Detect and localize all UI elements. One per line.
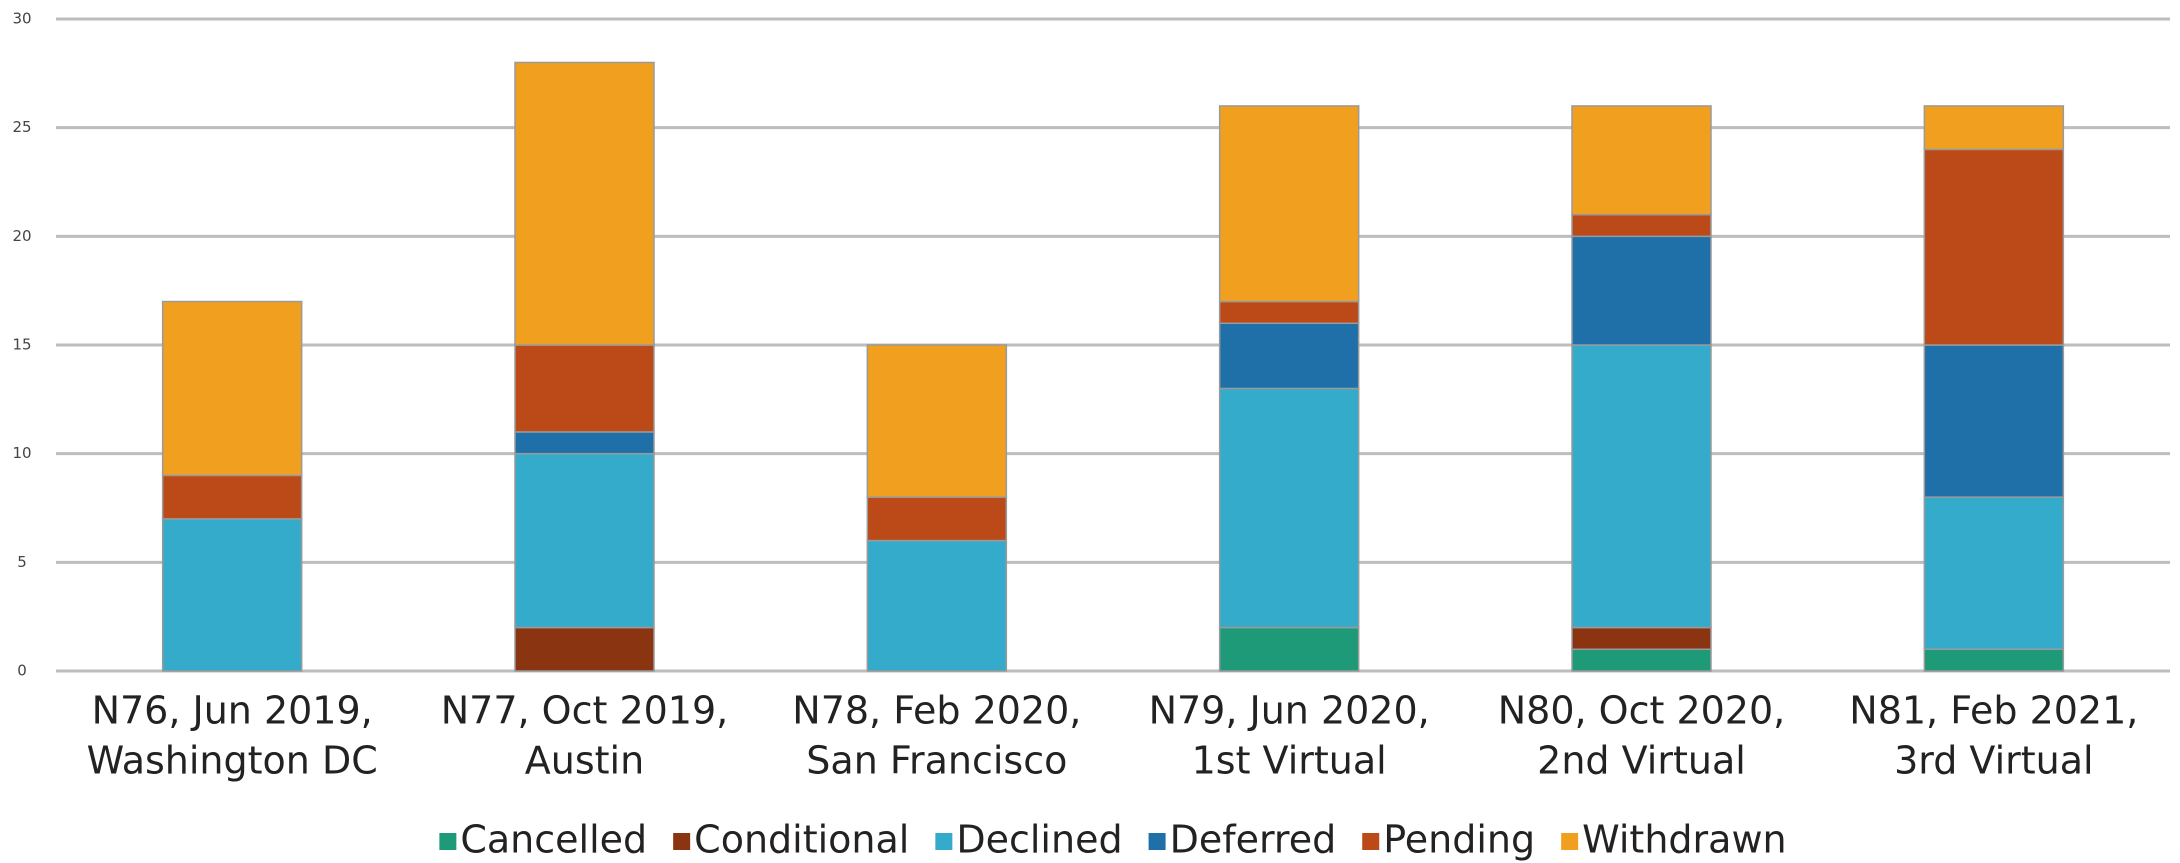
bar-segment	[514, 61, 655, 346]
bar-segment	[514, 344, 655, 433]
x-tick-label: N78, Feb 2020,	[792, 689, 1081, 733]
y-tick-label: 30	[12, 10, 31, 28]
x-tick-label: N80, Oct 2020,	[1498, 689, 1786, 733]
y-tick-label: 25	[12, 118, 31, 136]
legend-label: Conditional	[694, 818, 909, 862]
bar-segment	[1218, 626, 1360, 672]
bar-segment	[161, 474, 303, 520]
y-tick-label: 10	[12, 444, 31, 462]
legend-swatch	[439, 833, 457, 850]
bar-segment	[1923, 496, 2065, 651]
legend-label: Cancelled	[460, 818, 647, 862]
legend-label: Pending	[1383, 818, 1535, 862]
bar-segment	[866, 539, 1008, 672]
bar-segment	[1571, 626, 1712, 651]
y-tick-label: 0	[17, 662, 27, 680]
bar-segment	[1923, 648, 2065, 672]
bar-segment	[514, 452, 655, 629]
x-tick-label: San Francisco	[806, 739, 1067, 783]
legend-swatch	[1561, 833, 1579, 850]
bar-segment	[1571, 648, 1712, 672]
y-tick-label: 20	[12, 227, 31, 245]
bar-segment	[1218, 387, 1360, 629]
bar-segment	[1923, 344, 2065, 498]
x-tick-label: Washington DC	[87, 739, 378, 783]
legend-label: Declined	[956, 818, 1122, 862]
bar-segment	[1923, 105, 2065, 151]
legend-label: Deferred	[1170, 818, 1337, 862]
y-tick-label: 15	[12, 336, 31, 354]
bar-segment	[1923, 148, 2065, 346]
bar-segment	[514, 431, 655, 455]
bar-segment	[1218, 322, 1360, 390]
bar-segment	[866, 496, 1008, 542]
x-tick-label: N76, Jun 2019,	[92, 689, 373, 733]
legend-swatch	[1148, 833, 1166, 850]
y-tick-label: 5	[17, 553, 27, 571]
legend-swatch	[673, 833, 691, 850]
bar-segment	[1218, 105, 1360, 303]
legend-swatch	[1362, 833, 1380, 850]
x-tick-label: Austin	[525, 739, 644, 783]
x-tick-label: N79, Jun 2020,	[1149, 689, 1430, 733]
x-tick-label: 2nd Virtual	[1537, 739, 1746, 783]
bar-segment	[866, 344, 1008, 498]
x-tick-label: N77, Oct 2019,	[441, 689, 729, 733]
bar-segment	[514, 626, 655, 672]
legend-label: Withdrawn	[1582, 818, 1786, 862]
x-tick-label: 3rd Virtual	[1894, 739, 2094, 783]
bar-segment	[161, 300, 303, 477]
x-tick-label: 1st Virtual	[1192, 739, 1387, 783]
bar-segment	[1571, 235, 1712, 346]
bar-segment	[161, 518, 303, 672]
bar-segment	[1218, 300, 1360, 325]
x-tick-label: N81, Feb 2021,	[1849, 689, 2138, 733]
bar-segment	[1571, 213, 1712, 238]
legend-swatch	[935, 833, 953, 850]
bar-segment	[1571, 105, 1712, 216]
bar-segment	[1571, 344, 1712, 629]
